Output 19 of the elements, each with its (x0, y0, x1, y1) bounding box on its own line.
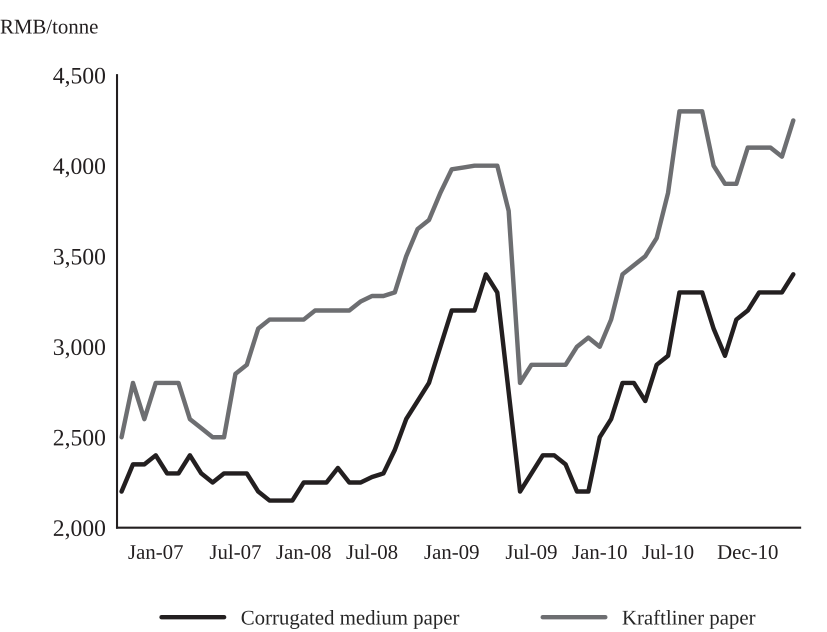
legend-label: Kraftliner paper (622, 610, 756, 629)
y-axis-title: RMB/tonne (0, 20, 98, 34)
x-tick-label: Jul-10 (642, 544, 694, 560)
y-tick-label: 4,500 (53, 68, 106, 88)
x-tick-label: Dec-10 (718, 544, 778, 560)
x-tick-label: Jul-07 (210, 544, 261, 560)
line-series (119, 109, 796, 440)
x-tick-label: Jul-09 (506, 544, 557, 560)
legend-label: Corrugated medium paper (242, 610, 460, 629)
y-tick-label: 2,000 (54, 520, 106, 540)
y-tick-label: 3,500 (54, 248, 106, 268)
y-tick-label: 4,000 (53, 158, 106, 178)
x-tick-label: Jul-08 (346, 544, 398, 560)
x-tick-label: Jan-10 (572, 544, 627, 560)
x-tick-label: Jan-08 (276, 544, 331, 560)
y-tick-label: 3,000 (54, 339, 106, 359)
y-tick-label: 2,500 (54, 430, 106, 450)
x-tick-label: Jan-07 (128, 544, 183, 560)
x-tick-label: Jan-09 (424, 544, 479, 560)
